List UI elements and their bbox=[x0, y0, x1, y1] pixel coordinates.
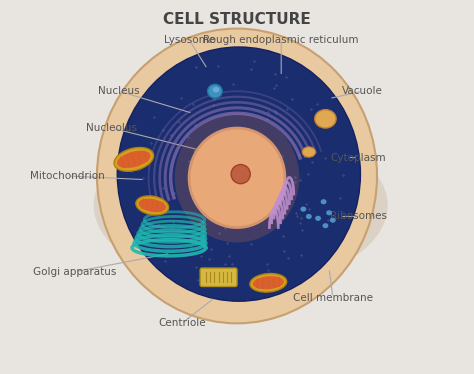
Ellipse shape bbox=[326, 210, 332, 215]
Text: Vacuole: Vacuole bbox=[342, 86, 383, 96]
Ellipse shape bbox=[253, 276, 284, 289]
Text: Lysosome: Lysosome bbox=[164, 35, 215, 45]
Ellipse shape bbox=[97, 28, 377, 324]
Ellipse shape bbox=[315, 110, 336, 128]
FancyBboxPatch shape bbox=[200, 268, 237, 286]
Ellipse shape bbox=[213, 87, 219, 92]
Ellipse shape bbox=[138, 199, 166, 212]
Ellipse shape bbox=[117, 47, 360, 301]
Ellipse shape bbox=[302, 147, 316, 157]
Text: Centriole: Centriole bbox=[158, 318, 206, 328]
Ellipse shape bbox=[322, 223, 328, 228]
Text: Cytoplasm: Cytoplasm bbox=[331, 153, 386, 163]
Ellipse shape bbox=[306, 214, 312, 219]
Text: Nucleolus: Nucleolus bbox=[86, 123, 137, 133]
Ellipse shape bbox=[315, 216, 321, 221]
Ellipse shape bbox=[231, 165, 250, 184]
Text: Nucleus: Nucleus bbox=[98, 86, 140, 96]
Text: Ribosomes: Ribosomes bbox=[330, 211, 387, 221]
Ellipse shape bbox=[320, 199, 327, 204]
Ellipse shape bbox=[136, 196, 169, 215]
Ellipse shape bbox=[250, 273, 287, 292]
Text: Golgi apparatus: Golgi apparatus bbox=[33, 267, 117, 277]
Ellipse shape bbox=[189, 128, 285, 227]
Text: Rough endoplasmic reticulum: Rough endoplasmic reticulum bbox=[203, 35, 359, 45]
Ellipse shape bbox=[175, 113, 299, 242]
Ellipse shape bbox=[117, 151, 151, 168]
Text: Cell membrane: Cell membrane bbox=[293, 292, 373, 303]
Text: Mitochondrion: Mitochondrion bbox=[30, 171, 105, 181]
Ellipse shape bbox=[94, 125, 388, 286]
Ellipse shape bbox=[330, 218, 336, 223]
Text: CELL STRUCTURE: CELL STRUCTURE bbox=[163, 12, 311, 27]
Ellipse shape bbox=[208, 84, 222, 98]
Ellipse shape bbox=[114, 147, 154, 171]
Ellipse shape bbox=[301, 206, 306, 212]
